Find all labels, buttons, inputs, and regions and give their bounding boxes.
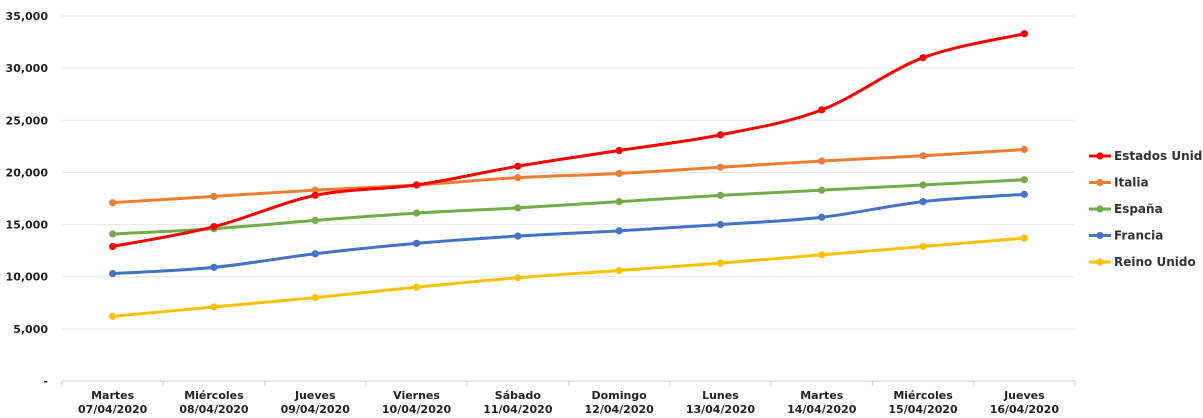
legend-label-espana: España <box>1114 202 1163 216</box>
data-point-francia <box>311 250 319 258</box>
x-tick-label-day: Domingo <box>592 389 648 402</box>
data-point-estados-unidos <box>818 106 826 114</box>
data-point-francia <box>210 263 218 271</box>
data-point-francia <box>716 220 725 229</box>
x-tick-label-day: Jueves <box>1003 389 1045 402</box>
x-tick-label-date: 10/04/2020 <box>382 403 452 416</box>
data-point-reino-unido <box>1020 234 1028 242</box>
x-tick-label-date: 09/04/2020 <box>281 403 351 416</box>
data-point-espana <box>818 186 826 194</box>
data-point-reino-unido <box>412 283 421 291</box>
x-tick-label-day: Martes <box>800 389 844 402</box>
data-point-reino-unido <box>716 259 725 267</box>
data-point-estados-unidos <box>716 131 725 139</box>
data-point-estados-unidos <box>514 162 522 170</box>
series-line-estados-unidos <box>111 32 1026 248</box>
data-point-italia <box>311 186 319 194</box>
x-tick-label-day: Lunes <box>702 389 739 402</box>
data-point-espana <box>311 216 319 224</box>
x-axis: Martes07/04/2020Miércoles08/04/2020Jueve… <box>61 381 1076 416</box>
y-tick-label: 10,000 <box>6 271 49 284</box>
y-tick-label: 5,000 <box>13 323 48 336</box>
data-point-espana <box>412 209 421 217</box>
x-tick-label-date: 07/04/2020 <box>78 403 148 416</box>
y-tick-label: - <box>43 375 48 388</box>
data-point-italia <box>818 157 826 165</box>
y-tick-label: 35,000 <box>6 10 49 23</box>
gridlines <box>62 15 1075 382</box>
x-tick-label-day: Martes <box>91 389 135 402</box>
data-point-estados-unidos <box>1020 30 1028 38</box>
legend-label-reino-unido: Reino Unido <box>1114 255 1196 269</box>
y-tick-label: 15,000 <box>6 219 49 232</box>
data-point-italia <box>109 199 117 207</box>
legend-swatch-marker <box>1096 231 1104 240</box>
data-point-espana <box>1020 176 1028 184</box>
series-line-italia <box>111 147 1026 205</box>
data-point-espana <box>716 191 725 199</box>
legend-swatch-marker <box>1096 205 1104 213</box>
x-tick-label-date: 12/04/2020 <box>585 403 655 416</box>
x-tick-label-date: 15/04/2020 <box>888 403 958 416</box>
data-point-francia <box>919 198 927 206</box>
data-point-espana <box>919 181 927 189</box>
data-point-espana <box>615 198 623 206</box>
legend-swatch-marker <box>1096 178 1104 187</box>
data-point-reino-unido <box>109 312 117 320</box>
legend-label-francia: Francia <box>1114 229 1163 243</box>
x-tick-label-date: 13/04/2020 <box>686 403 756 416</box>
y-tick-label: 25,000 <box>6 114 49 127</box>
data-point-francia <box>615 227 623 235</box>
x-tick-label-date: 11/04/2020 <box>483 403 553 416</box>
x-tick-label-day: Jueves <box>294 389 336 402</box>
data-point-reino-unido <box>311 293 319 302</box>
data-point-italia <box>210 192 218 201</box>
data-point-italia <box>615 169 623 178</box>
data-point-reino-unido <box>919 242 927 251</box>
x-tick-label-date: 16/04/2020 <box>990 403 1060 416</box>
data-point-estados-unidos <box>615 146 623 155</box>
data-point-estados-unidos <box>109 242 117 251</box>
data-point-espana <box>514 204 522 212</box>
legend: Estados Unidos Italia España Francia Reino U… <box>1089 149 1203 269</box>
data-point-italia <box>919 152 927 160</box>
data-point-estados-unidos <box>311 191 319 199</box>
legend-label-estados-unidos: Estados Unidos <box>1114 149 1203 163</box>
data-point-espana <box>109 230 117 238</box>
x-tick-label-day: Miércoles <box>893 389 953 402</box>
x-tick-label-day: Viernes <box>393 389 440 402</box>
legend-swatch-marker <box>1096 152 1104 160</box>
data-point-reino-unido <box>514 274 522 282</box>
x-tick-label-date: 08/04/2020 <box>179 403 249 416</box>
y-axis: - 5,000 10,000 15,000 20,000 25,000 30,000 35,0… <box>6 10 49 388</box>
data-point-italia <box>716 163 725 171</box>
series-line-espana <box>111 178 1026 236</box>
legend-swatch-marker <box>1096 258 1104 266</box>
series-line-reino-unido <box>111 236 1026 318</box>
data-point-italia <box>1020 145 1028 154</box>
data-point-reino-unido <box>818 251 826 259</box>
data-point-francia <box>1020 190 1028 198</box>
data-point-reino-unido <box>615 266 623 275</box>
series-line-francia <box>111 192 1026 276</box>
x-tick-label-day: Miércoles <box>184 389 244 402</box>
x-tick-label-date: 14/04/2020 <box>787 403 857 416</box>
data-point-francia <box>818 213 826 221</box>
data-point-italia <box>514 174 522 182</box>
data-point-francia <box>109 269 117 278</box>
legend-label-italia: Italia <box>1114 176 1149 190</box>
data-point-estados-unidos <box>210 223 218 231</box>
y-tick-label: 30,000 <box>6 62 49 75</box>
y-tick-label: 20,000 <box>6 166 49 179</box>
x-tick-label-day: Sábado <box>495 389 542 402</box>
data-point-estados-unidos <box>412 181 421 189</box>
data-point-reino-unido <box>210 303 218 311</box>
data-point-francia <box>514 232 522 240</box>
data-point-estados-unidos <box>919 54 927 62</box>
data-point-francia <box>412 239 421 247</box>
series-lines <box>109 30 1028 320</box>
